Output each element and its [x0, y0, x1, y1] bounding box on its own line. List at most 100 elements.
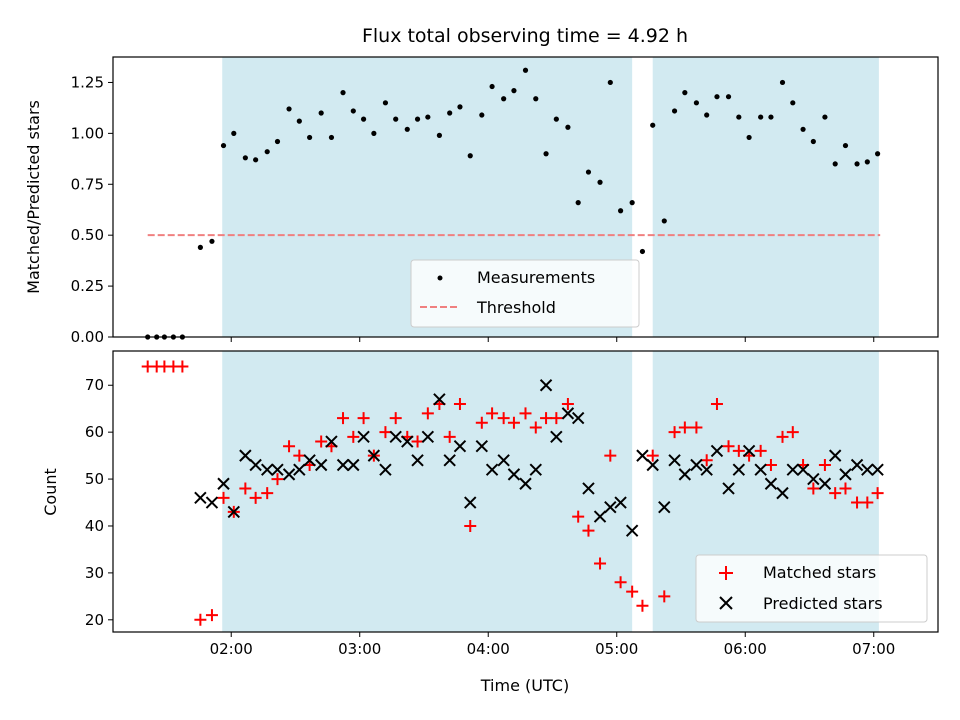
y-tick-label: 1.00 — [71, 124, 104, 142]
measurement-point — [360, 116, 367, 122]
matched-star-point — [357, 412, 370, 425]
matched-star-point — [818, 458, 831, 471]
predicted-legend-marker — [719, 596, 733, 610]
predicted-star-point — [379, 463, 392, 476]
measurement-point — [585, 169, 592, 175]
measurement-point — [704, 112, 710, 118]
measurement-point — [779, 79, 786, 86]
matched-star-point — [861, 496, 874, 509]
matched-star-point — [486, 407, 499, 420]
y-tick-label: 0.25 — [71, 277, 104, 295]
predicted-star-point — [453, 440, 467, 453]
measurement-point — [328, 134, 335, 141]
predicted-star-point — [710, 444, 724, 458]
matched-star-point — [710, 398, 723, 411]
matched-star-point — [261, 487, 274, 500]
measurement-point — [617, 208, 624, 214]
threshold-legend-label: Threshold — [476, 298, 556, 317]
predicted-star-point — [519, 477, 532, 490]
predicted-star-point — [347, 458, 360, 472]
predicted-star-point — [485, 463, 499, 476]
measurement-point — [286, 106, 292, 112]
matched-star-point — [194, 613, 207, 626]
measurement-point — [725, 94, 732, 100]
measurement-point — [457, 104, 463, 110]
matched-star-point — [732, 444, 745, 457]
matched-star-point — [871, 487, 884, 500]
y-tick-label: 20 — [85, 611, 104, 629]
predicted-star-point — [764, 477, 778, 490]
matched-star-point — [283, 440, 296, 453]
matched-star-point — [540, 412, 553, 425]
measurement-point — [629, 200, 635, 206]
predicted-star-point — [850, 458, 864, 472]
predicted-star-point — [571, 411, 585, 425]
matched-star-point — [572, 510, 585, 523]
predicted-star-point — [658, 501, 671, 514]
matched-star-point — [176, 360, 189, 373]
measurement-point — [489, 83, 495, 90]
top-legend-box — [410, 259, 640, 328]
y-tick-label: 70 — [85, 376, 104, 394]
predicted-star-point — [828, 449, 842, 462]
measurement-point — [810, 138, 816, 145]
matched-star-point — [722, 440, 735, 453]
predicted-star-point — [776, 486, 789, 500]
matched-star-point — [475, 416, 488, 429]
bottom-panel-ylabel: Count — [41, 468, 60, 516]
chart-title: Flux total observing time = 4.92 h — [362, 25, 688, 47]
predicted-star-point — [550, 430, 563, 444]
measurement-point — [714, 94, 720, 100]
matched-star-point — [337, 412, 350, 425]
matched-legend-marker — [719, 566, 733, 580]
measurements-legend-label: Measurements — [477, 268, 595, 287]
measurement-point — [404, 126, 410, 132]
predicted-star-point — [604, 501, 617, 514]
measurement-point — [197, 244, 203, 250]
matched-star-point — [658, 590, 671, 603]
matched-star-point — [205, 609, 218, 622]
predicted-star-point — [839, 468, 852, 481]
measurement-point — [746, 134, 752, 141]
matched-star-point — [700, 454, 713, 467]
measurement-point — [307, 134, 313, 141]
matched-star-point — [315, 435, 328, 448]
y-tick-label: 50 — [85, 470, 104, 488]
predicted-star-point — [690, 458, 703, 472]
top-panel: 0.00 0.25 0.50 0.75 1.00 1.25 Matched/Predict… — [24, 56, 939, 346]
y-tick-label: 60 — [85, 423, 104, 441]
matched-star-point — [626, 585, 639, 598]
measurement-point — [414, 116, 421, 122]
matched-star-point — [507, 416, 520, 429]
matched-star-point — [646, 449, 659, 462]
matched-star-point — [271, 473, 284, 486]
predicted-star-point — [421, 430, 435, 444]
observing-span — [222, 351, 633, 632]
x-tick-label: 07:00 — [852, 640, 895, 658]
predicted-star-point — [668, 454, 681, 467]
matched-star-point — [764, 458, 777, 471]
measurement-point — [382, 100, 389, 106]
predicted-star-point — [367, 449, 381, 462]
predicted-star-point — [497, 454, 510, 467]
measurement-point — [296, 118, 302, 124]
predicted-star-point — [539, 379, 553, 392]
x-tick-label: 02:00 — [210, 640, 253, 658]
predicted-legend-label: Predicted stars — [763, 594, 883, 613]
predicted-star-point — [582, 482, 595, 495]
measurement-point — [607, 79, 613, 86]
matched-star-point — [464, 519, 477, 532]
measurement-point — [479, 112, 485, 118]
top-legend: Measurements Threshold — [410, 259, 640, 328]
measurement-point — [318, 110, 324, 116]
measurement-point — [242, 155, 248, 161]
predicted-star-point — [336, 458, 350, 472]
measurement-point — [768, 114, 774, 120]
predicted-star-point — [754, 463, 767, 476]
measurement-point — [822, 114, 828, 120]
measurement-point — [209, 238, 215, 244]
measurement-point — [597, 179, 603, 185]
predicted-star-point — [475, 440, 489, 453]
predicted-star-point — [625, 524, 639, 537]
y-tick-label: 0.00 — [71, 328, 104, 346]
